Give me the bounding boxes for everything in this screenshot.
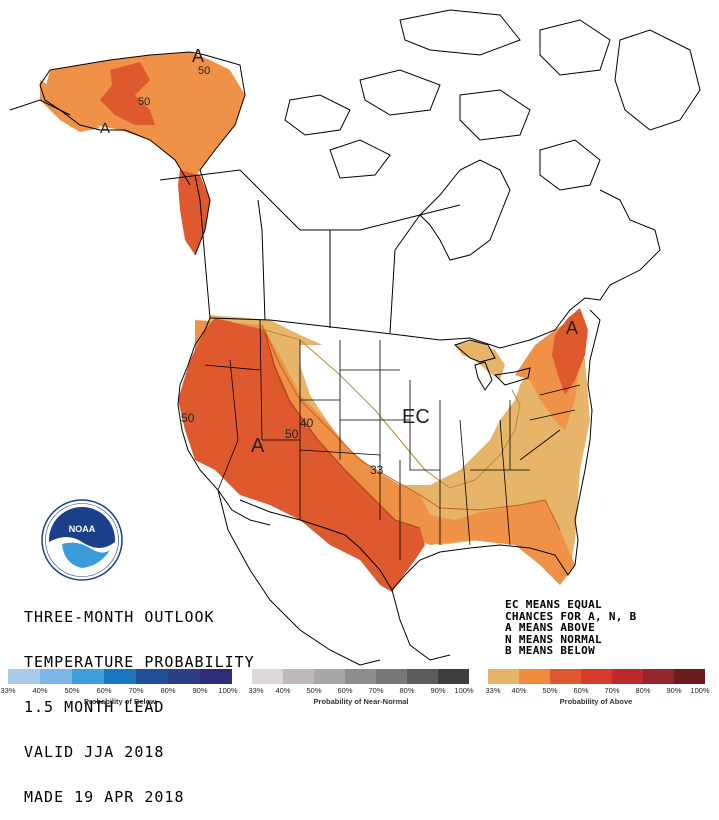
swatch-below-2: [72, 669, 104, 684]
tick-label: 50%: [64, 686, 80, 695]
ec-label: EC: [402, 406, 430, 428]
swatch-below-5: [168, 669, 200, 684]
swatch-below-6: [200, 669, 232, 684]
swatch-below-0: [8, 669, 40, 684]
contour-33: [264, 329, 521, 489]
swatch-above-2: [550, 669, 581, 684]
above-northeast-50-region: [552, 308, 588, 395]
swatch-normal-3: [345, 669, 376, 684]
contour-40: [261, 324, 561, 531]
tick-label: 40%: [32, 686, 48, 695]
swatch-above-0: [488, 669, 519, 684]
tick-label: 80%: [399, 686, 415, 695]
alaska-50-region: [100, 62, 155, 125]
contour-50-alaska-label-2: 50: [138, 96, 150, 108]
swatch-normal-5: [407, 669, 438, 684]
colorbar-above: [488, 669, 705, 684]
legend-block: EC MEANS EQUAL CHANCES FOR A, N, B A MEA…: [505, 599, 637, 657]
contour-50: [264, 331, 421, 529]
swatch-above-4: [612, 669, 643, 684]
tick-label: 90%: [666, 686, 682, 695]
swatch-normal-4: [376, 669, 407, 684]
title-line-5: MADE 19 APR 2018: [24, 788, 185, 806]
legend-line-4: N MEANS NORMAL: [505, 632, 602, 646]
swatch-below-4: [136, 669, 168, 684]
swatch-below-3: [104, 669, 136, 684]
swatch-normal-1: [283, 669, 314, 684]
tick-label: 90%: [430, 686, 446, 695]
tick-label: 33%: [485, 686, 501, 695]
colorbar-above-title: Probability of Above: [559, 697, 633, 706]
swatch-above-3: [581, 669, 612, 684]
above-40-50-region: [195, 320, 575, 585]
tick-label: 60%: [573, 686, 589, 695]
above-west-label: A: [251, 435, 265, 457]
swatch-normal-2: [314, 669, 345, 684]
tick-label: 100%: [218, 686, 238, 695]
tick-label: 100%: [690, 686, 710, 695]
tick-label: 90%: [192, 686, 208, 695]
tick-label: 40%: [511, 686, 527, 695]
noaa-wordmark: NOAA: [69, 524, 96, 534]
tick-label: 100%: [454, 686, 474, 695]
colorbar-near-normal-title: Probability of Near-Normal: [313, 697, 409, 706]
swatch-above-1: [519, 669, 550, 684]
ticks-below: 33% 40% 50% 60% 70% 80% 90% 100%: [0, 686, 237, 696]
ec-region: [300, 345, 505, 485]
contour-50-interior-label: 50: [285, 427, 299, 441]
tick-label: 60%: [337, 686, 353, 695]
above-50-60-region: [178, 318, 425, 592]
tick-label: 80%: [635, 686, 651, 695]
noaa-logo: NOAA: [41, 499, 123, 581]
contour-33-label: 33: [370, 463, 384, 477]
contour-50-alaska-label-1: 50: [198, 65, 210, 77]
state-borders: [204, 319, 581, 560]
tick-label: 80%: [160, 686, 176, 695]
contour-50-west-label: 50: [181, 411, 195, 425]
legend-line-2: CHANCES FOR A, N, B: [505, 609, 637, 623]
above-greatlakes-region: [455, 340, 505, 380]
title-line-2: TEMPERATURE PROBABILITY: [24, 653, 255, 671]
ticks-near-normal: 33% 40% 50% 60% 70% 80% 90% 100%: [248, 686, 473, 696]
colorbar-below-title: Probability of Below: [83, 697, 157, 706]
tick-label: 50%: [542, 686, 558, 695]
outlook-map: EC A A A A 50 50 40 33 50 50 NOAA: [9, 9, 701, 666]
swatch-normal-6: [438, 669, 469, 684]
alaska-peninsula-region: [40, 80, 100, 132]
coastlines: [9, 9, 701, 666]
above-alaska-label: A: [192, 46, 204, 66]
tick-label: 70%: [604, 686, 620, 695]
legend-line-3: A MEANS ABOVE: [505, 621, 595, 634]
legend-line-1: EC MEANS EQUAL: [505, 598, 602, 611]
swatch-above-6: [674, 669, 705, 684]
tick-label: 33%: [248, 686, 264, 695]
title-line-4: VALID JJA 2018: [24, 743, 165, 761]
colorbar-below: [8, 669, 232, 684]
title-line-1: THREE-MONTH OUTLOOK: [24, 608, 215, 626]
swatch-normal-0: [252, 669, 283, 684]
tick-label: 40%: [275, 686, 291, 695]
tick-label: 50%: [306, 686, 322, 695]
swatch-below-1: [40, 669, 72, 684]
tick-label: 60%: [96, 686, 112, 695]
alaska-panhandle-region: [178, 170, 210, 255]
colorbar-near-normal: [252, 669, 469, 684]
above-northeast-label: A: [566, 318, 578, 338]
ticks-above: 33% 40% 50% 60% 70% 80% 90% 100%: [485, 686, 709, 696]
tick-label: 70%: [368, 686, 384, 695]
tick-label: 33%: [0, 686, 16, 695]
legend-line-5: B MEANS BELOW: [505, 644, 595, 657]
above-alaska-south-label: A: [100, 120, 110, 137]
swatch-above-5: [643, 669, 674, 684]
tick-label: 70%: [128, 686, 144, 695]
contour-40-label: 40: [300, 416, 314, 430]
